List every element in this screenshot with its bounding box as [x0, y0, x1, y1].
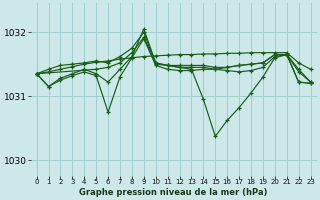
X-axis label: Graphe pression niveau de la mer (hPa): Graphe pression niveau de la mer (hPa): [79, 188, 268, 197]
